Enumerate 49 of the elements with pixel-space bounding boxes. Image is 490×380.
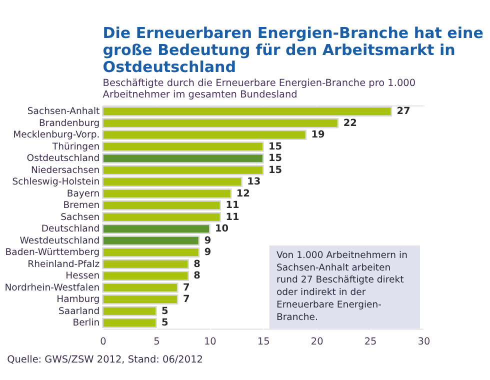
y-tick-label: Mecklenburg-Vorp. xyxy=(13,130,100,141)
y-tick-label: Nordrhein-Westfalen xyxy=(4,282,100,294)
y-tick-label: Bremen xyxy=(63,200,100,212)
data-label: 15 xyxy=(268,164,282,176)
data-label: 15 xyxy=(268,153,282,164)
data-label: 27 xyxy=(396,106,410,118)
data-label: 9 xyxy=(204,247,212,258)
x-tick-label: 10 xyxy=(204,336,216,348)
y-tick-label: Hessen xyxy=(66,270,100,282)
data-label: 7 xyxy=(182,282,190,294)
y-tick-label: Schleswig-Holstein xyxy=(12,176,100,188)
data-label: 15 xyxy=(268,141,282,152)
data-label: 11 xyxy=(226,200,240,212)
x-tick-label: 25 xyxy=(364,336,377,348)
y-tick-label: Sachsen xyxy=(60,212,100,223)
data-label: 22 xyxy=(343,118,357,129)
data-label: 12 xyxy=(236,188,250,200)
y-tick-label: Westdeutschland xyxy=(20,235,100,246)
y-tick-label: Bayern xyxy=(66,188,100,200)
y-tick-label: Sachsen-Anhalt xyxy=(27,106,100,118)
y-tick-label: Berlin xyxy=(72,318,100,329)
data-label: 5 xyxy=(162,318,169,329)
annotation: Von 1.000 Arbeitnehmern in Sachsen-Anhalt arbeiten rund 27 Beschäftigte direkt oder indirekt in der Erneuerbare Energien-Branche. xyxy=(276,250,408,323)
y-tick-label: Rheinland-Pfalz xyxy=(28,258,100,270)
x-tick-label: 15 xyxy=(257,336,270,348)
data-label: 10 xyxy=(215,224,229,235)
y-tick-label: Thüringen xyxy=(51,141,100,152)
y-tick-label: Saarland xyxy=(58,306,100,317)
x-tick-label: 0 xyxy=(100,336,106,348)
x-tick-label: 5 xyxy=(154,336,160,348)
chart-title: Die Erneuerbaren Energien-Branche hat eine große Bedeutung für den Arbeitsmarkt in Ostdeutschland xyxy=(102,24,484,76)
chart-subtitle: Beschäftigte durch die Erneuerbare Energien-Branche pro 1.000 Arbeitnehmer im gesamten Bundesland xyxy=(102,78,416,101)
data-label: 11 xyxy=(226,212,240,223)
y-tick-label: Ostdeutschland xyxy=(26,153,100,164)
data-label: 8 xyxy=(194,258,201,270)
data-label: 7 xyxy=(182,294,190,306)
data-label: 13 xyxy=(247,176,261,188)
data-label: 19 xyxy=(311,130,326,141)
data-label: 8 xyxy=(194,270,201,282)
data-label: 5 xyxy=(162,306,169,317)
data-label: 9 xyxy=(204,235,212,246)
y-tick-label: Hamburg xyxy=(56,294,100,306)
y-tick-label: Deutschland xyxy=(41,224,100,235)
y-tick-label: Niedersachsen xyxy=(30,164,100,176)
y-tick-label: Baden-Württemberg xyxy=(5,247,100,258)
x-tick-label: 30 xyxy=(418,336,430,348)
y-tick-label: Brandenburg xyxy=(39,118,100,129)
source-note: Quelle: GWS/ZSW 2012, Stand: 06/2012 xyxy=(7,354,203,366)
x-tick-label: 20 xyxy=(310,336,324,348)
